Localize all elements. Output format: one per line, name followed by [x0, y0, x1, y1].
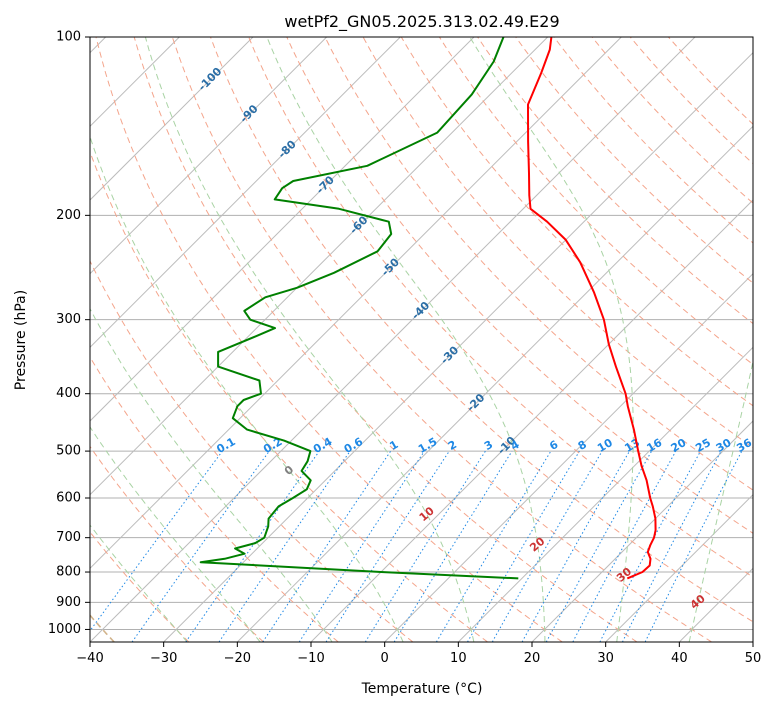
mixing-ratio-line: [262, 450, 392, 642]
moist-adiabat: [469, 37, 634, 642]
moist-adiabat: [90, 426, 261, 642]
chart-title: wetPf2_GN05.2025.313.02.49.E29: [284, 12, 559, 32]
isotherm-line: [90, 37, 475, 422]
isotherm-line: [90, 37, 401, 349]
y-tick-label: 600: [56, 491, 81, 506]
mixing-ratio-line: [90, 450, 223, 632]
mixing-ratio-line: [131, 450, 270, 642]
y-tick-label: 700: [56, 530, 81, 545]
x-tick-label: 30: [597, 651, 614, 666]
dry-adiabat-lines: [90, 37, 753, 642]
isotherm-line: [531, 420, 753, 642]
isotherm-line: [90, 37, 328, 275]
isotherm-line: [236, 125, 753, 642]
plot-frame: [89, 36, 754, 643]
mixing-ratio-line: [325, 450, 450, 642]
isotherm-line: [605, 493, 753, 642]
dry-adiabat: [90, 259, 414, 642]
y-tick-label: 400: [56, 386, 81, 401]
x-tick-label: 0: [381, 651, 389, 666]
moist-adiabat: [90, 307, 333, 642]
temperature-profile-line: [527, 37, 657, 580]
x-tick-label: 40: [671, 651, 688, 666]
dewpoint-profile-line: [199, 37, 519, 580]
x-tick-label: −30: [150, 651, 177, 666]
mixing-ratio-label: 36: [734, 436, 754, 455]
isotherm-line: [90, 37, 549, 496]
y-axis-ticks: 100 200 300 400 500 600 700 800 900 1000: [48, 30, 90, 637]
dry-adiabat: [90, 356, 339, 642]
isotherm-line: [90, 37, 254, 201]
dry-adiabat: [95, 37, 563, 642]
y-axis-label: Pressure (hPa): [13, 290, 29, 390]
moist-adiabat: [144, 37, 475, 642]
moist-adiabat: [90, 524, 188, 642]
y-tick-label: 500: [56, 444, 81, 459]
isotherm-lines: [90, 37, 753, 642]
x-tick-label: 20: [524, 651, 541, 666]
profile-series: [199, 37, 657, 580]
mixing-ratio-line: [185, 450, 320, 642]
isotherm-line: [163, 51, 753, 642]
x-tick-label: −10: [297, 651, 324, 666]
dry-adiabat: [90, 445, 264, 642]
moist-adiabat-lines: [90, 37, 753, 642]
isotherm-line: [90, 37, 622, 570]
mixing-ratio-line: [572, 450, 677, 642]
moist-adiabat: [266, 37, 546, 642]
x-axis-ticks: −40 −30 −20 −10 0 10 20 30 40 50: [76, 642, 761, 666]
dry-adiabat: [286, 37, 753, 534]
isotherm-line: [384, 272, 753, 642]
x-axis-label: Temperature (°C): [361, 681, 483, 697]
mixing-ratio-line: [521, 450, 630, 642]
y-tick-label: 100: [56, 30, 81, 45]
mixing-ratio-line: [218, 450, 351, 642]
dry-adiabat: [171, 37, 712, 642]
y-tick-label: 300: [56, 312, 81, 327]
mixing-ratio-line: [298, 450, 425, 642]
y-tick-label: 900: [56, 595, 81, 610]
mixing-ratio-line: [393, 450, 513, 642]
mixing-ratio-line: [545, 450, 653, 642]
y-tick-label: 800: [56, 565, 81, 580]
moist-adiabat: [688, 359, 753, 642]
mixing-ratio-line: [644, 450, 743, 642]
dry-adiabat: [133, 37, 638, 642]
pressure-gridlines: [90, 37, 753, 630]
dry-adiabat: [248, 37, 753, 578]
dry-adiabat: [324, 37, 753, 491]
dry-adiabat: [515, 37, 753, 284]
y-tick-label: 1000: [48, 622, 81, 637]
x-tick-label: 10: [450, 651, 467, 666]
mixing-ratio-lines: [90, 450, 743, 642]
x-tick-label: 50: [745, 651, 762, 666]
x-tick-label: −40: [76, 651, 103, 666]
isotherm-line: [90, 37, 696, 642]
x-tick-label: −20: [224, 651, 251, 666]
y-tick-label: 200: [56, 208, 81, 223]
dry-adiabat: [210, 37, 753, 623]
isotherm-line: [457, 346, 753, 642]
moist-adiabat: [90, 135, 404, 642]
